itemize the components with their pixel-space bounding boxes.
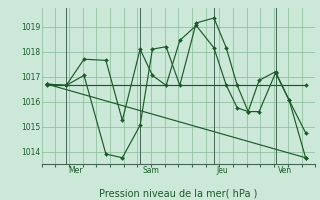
Text: Pression niveau de la mer( hPa ): Pression niveau de la mer( hPa ) bbox=[99, 189, 258, 199]
Text: Mer: Mer bbox=[68, 166, 83, 175]
Text: Jeu: Jeu bbox=[216, 166, 228, 175]
Text: Ven: Ven bbox=[278, 166, 292, 175]
Text: Sam: Sam bbox=[142, 166, 159, 175]
